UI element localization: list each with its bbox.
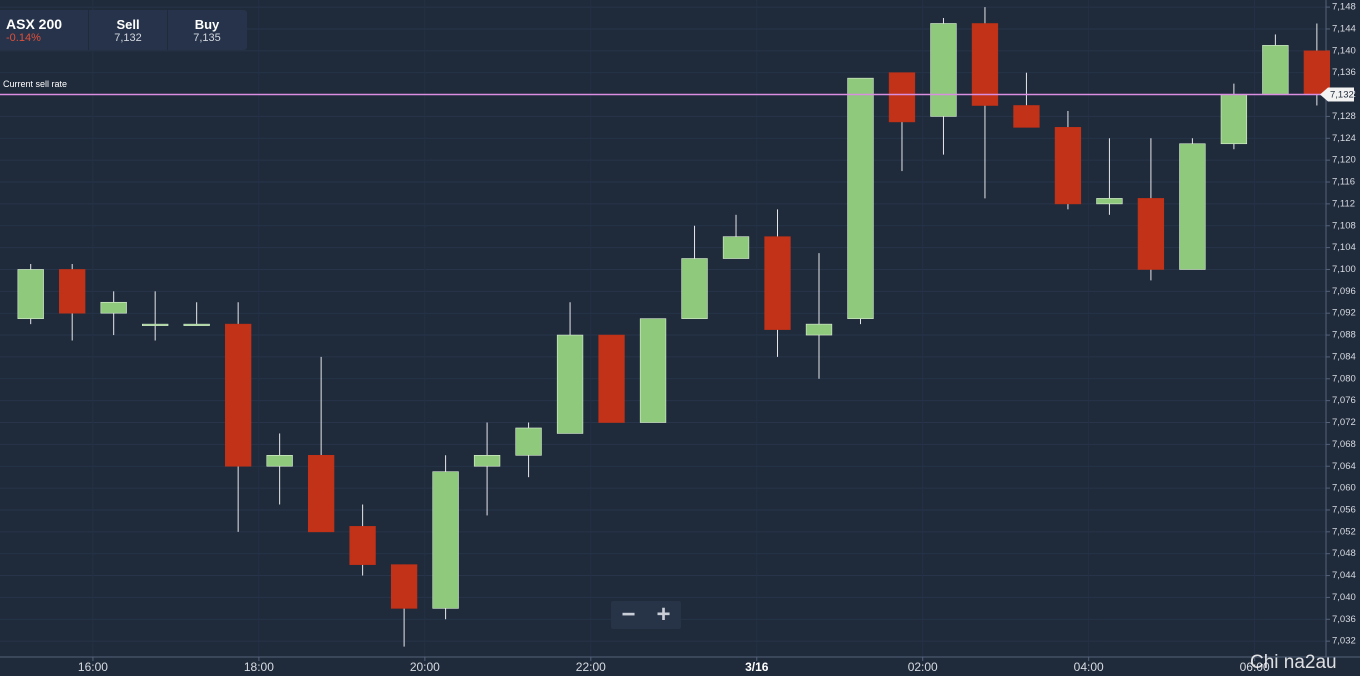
x-tick-label: 3/16 bbox=[745, 660, 769, 674]
candle-body bbox=[224, 323, 252, 467]
y-tick-label: 7,052 bbox=[1332, 526, 1356, 537]
x-tick-label: 16:00 bbox=[78, 660, 108, 674]
current-rate-value: 7,132 bbox=[1330, 90, 1354, 101]
y-tick-label: 7,064 bbox=[1332, 461, 1356, 472]
candle-body bbox=[639, 318, 667, 423]
y-tick-label: 7,112 bbox=[1332, 198, 1355, 209]
y-tick-label: 7,044 bbox=[1332, 570, 1356, 581]
candle-body bbox=[473, 455, 501, 467]
candle-body bbox=[764, 236, 791, 330]
candle-body bbox=[971, 23, 999, 106]
y-tick-label: 7,036 bbox=[1332, 614, 1356, 625]
candle-body bbox=[888, 72, 916, 123]
candle-body bbox=[556, 334, 584, 434]
buy-cell[interactable]: Buy 7,135 bbox=[167, 10, 246, 50]
y-tick-label: 7,108 bbox=[1332, 220, 1356, 231]
zoom-in[interactable]: + bbox=[656, 601, 671, 628]
y-tick-label: 7,040 bbox=[1332, 592, 1356, 603]
current-rate-tag bbox=[1320, 87, 1354, 102]
y-tick-label: 7,060 bbox=[1332, 483, 1356, 494]
y-tick-label: 7,068 bbox=[1332, 439, 1356, 450]
candle-body bbox=[930, 23, 957, 117]
x-tick-label: 20:00 bbox=[410, 660, 440, 674]
y-tick-label: 7,056 bbox=[1332, 504, 1356, 515]
candle-body bbox=[59, 269, 86, 314]
y-tick-label: 7,096 bbox=[1332, 286, 1356, 297]
current-rate-label: Current sell rate bbox=[3, 79, 67, 89]
quote-panel: ASX 200 -0.14% Sell 7,132 Buy 7,135 bbox=[0, 10, 247, 50]
candle-body bbox=[142, 323, 169, 326]
candle-body bbox=[1303, 50, 1331, 95]
candle-body bbox=[1220, 94, 1248, 145]
candle-body bbox=[390, 564, 418, 609]
candle-body bbox=[681, 258, 708, 319]
candle-body bbox=[1096, 198, 1123, 205]
zoom-out[interactable]: − bbox=[621, 601, 636, 628]
sell-price: 7,132 bbox=[114, 31, 142, 44]
candle-body bbox=[1262, 45, 1289, 95]
y-tick-label: 7,092 bbox=[1332, 308, 1356, 319]
candle-body bbox=[1054, 127, 1082, 205]
candle-body bbox=[349, 526, 376, 565]
candle-body bbox=[847, 77, 874, 319]
y-tick-label: 7,120 bbox=[1332, 155, 1356, 166]
y-tick-label: 7,032 bbox=[1332, 636, 1356, 647]
x-tick-label: 18:00 bbox=[244, 660, 274, 674]
x-tick-label: 22:00 bbox=[576, 660, 606, 674]
change: -0.14% bbox=[6, 32, 41, 44]
buy-label: Buy bbox=[194, 16, 220, 32]
y-tick-label: 7,076 bbox=[1332, 395, 1356, 406]
buy-price: 7,135 bbox=[193, 31, 221, 44]
candle-body bbox=[1179, 143, 1206, 270]
instrument: ASX 200 bbox=[6, 16, 63, 32]
y-tick-label: 7,144 bbox=[1332, 23, 1356, 34]
candle-body bbox=[432, 471, 459, 609]
candle-body bbox=[722, 236, 750, 259]
candle-body bbox=[1013, 105, 1040, 128]
y-tick-label: 7,148 bbox=[1332, 2, 1356, 13]
watermark: Chi na2au bbox=[1250, 652, 1337, 673]
candle-body bbox=[307, 455, 335, 533]
sell-cell[interactable]: Sell 7,132 bbox=[88, 10, 167, 50]
y-tick-label: 7,080 bbox=[1332, 373, 1356, 384]
y-tick-label: 7,136 bbox=[1332, 67, 1356, 78]
zoom-controls: − + bbox=[611, 601, 681, 629]
candle-body bbox=[266, 455, 293, 467]
y-tick-label: 7,072 bbox=[1332, 417, 1356, 428]
y-tick-label: 7,124 bbox=[1332, 133, 1356, 144]
candle-body bbox=[1137, 198, 1165, 270]
y-tick-label: 7,100 bbox=[1332, 264, 1356, 275]
candle-body bbox=[17, 269, 44, 319]
candle-body bbox=[598, 334, 625, 423]
candle-body bbox=[183, 323, 210, 326]
y-tick-label: 7,116 bbox=[1332, 177, 1355, 188]
y-tick-label: 7,088 bbox=[1332, 330, 1356, 341]
y-tick-label: 7,140 bbox=[1332, 45, 1356, 56]
y-tick-label: 7,048 bbox=[1332, 548, 1356, 559]
candle-body bbox=[515, 427, 542, 456]
candle-body bbox=[100, 301, 127, 314]
y-tick-label: 7,084 bbox=[1332, 351, 1356, 362]
sell-label: Sell bbox=[116, 16, 140, 32]
x-tick-label: 04:00 bbox=[1074, 660, 1104, 674]
y-tick-label: 7,104 bbox=[1332, 242, 1356, 253]
candle-body bbox=[805, 323, 833, 336]
x-tick-label: 02:00 bbox=[908, 660, 938, 674]
y-tick-label: 7,128 bbox=[1332, 111, 1356, 122]
x-tick-label: 06:00 bbox=[1240, 660, 1270, 674]
